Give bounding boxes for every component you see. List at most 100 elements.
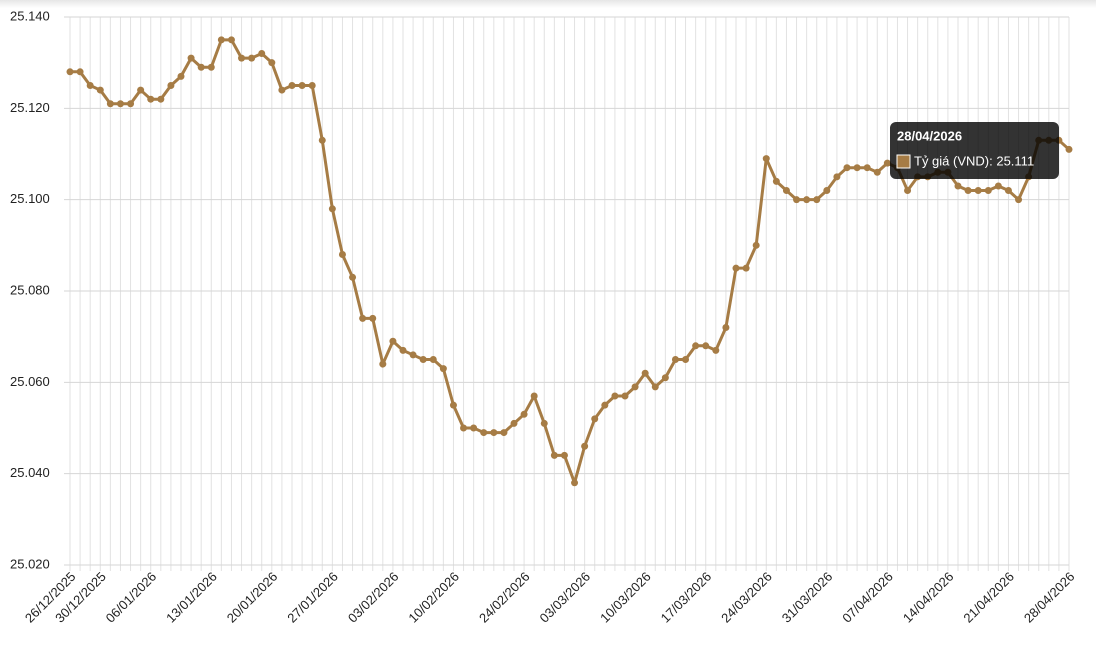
point [127, 100, 135, 108]
point [106, 100, 114, 108]
point [964, 187, 972, 195]
point [288, 82, 296, 89]
point [803, 196, 811, 204]
line [70, 38, 1071, 485]
point [591, 415, 599, 423]
y-tick-label: 25.060 [10, 374, 50, 389]
point [338, 250, 346, 258]
point [439, 365, 447, 373]
point [268, 59, 276, 67]
point [1015, 196, 1023, 204]
point [470, 424, 478, 432]
point [349, 273, 357, 281]
top-bar [0, 0, 1096, 8]
point [631, 383, 639, 391]
point [328, 205, 336, 213]
point [813, 196, 821, 204]
point [116, 100, 124, 108]
point [157, 95, 165, 103]
point [187, 54, 195, 62]
y-tick-label: 25.040 [10, 465, 50, 480]
x-tick-label: 28/04/2026 [1021, 569, 1078, 626]
point [258, 50, 266, 58]
point [671, 356, 679, 363]
point [712, 346, 720, 354]
point [238, 54, 246, 62]
point [571, 479, 579, 487]
tooltip-title: 28/04/2026 [897, 128, 962, 143]
point [490, 429, 498, 437]
point [883, 159, 891, 167]
point [611, 392, 619, 400]
point [661, 374, 669, 382]
point [1004, 187, 1012, 195]
point [389, 337, 397, 345]
point [449, 401, 457, 409]
point [833, 173, 841, 181]
point [318, 136, 326, 144]
point [984, 187, 992, 195]
x-tick-label: 24/03/2026 [718, 569, 775, 626]
point [621, 392, 629, 400]
point [682, 356, 690, 363]
point [399, 346, 407, 354]
x-tick-label: 31/03/2026 [779, 569, 836, 626]
point [207, 63, 215, 71]
point [177, 72, 185, 80]
point [369, 314, 377, 322]
point [823, 187, 831, 195]
y-tick-label: 25.020 [10, 556, 50, 571]
point [167, 82, 175, 89]
point [853, 164, 861, 172]
point [560, 451, 568, 459]
x-tick-label: 20/01/2026 [224, 569, 281, 626]
point [904, 187, 912, 195]
point [540, 419, 548, 427]
point [500, 429, 508, 437]
point [752, 241, 760, 249]
x-tick-label: 07/04/2026 [839, 569, 896, 626]
point [782, 187, 790, 195]
point [974, 187, 982, 195]
point [762, 155, 770, 163]
point [298, 82, 306, 89]
point [994, 182, 1002, 190]
point [873, 168, 881, 176]
y-tick-label: 25.120 [10, 100, 50, 115]
point [641, 369, 649, 377]
y-tick-label: 25.140 [10, 8, 50, 23]
point [722, 324, 730, 332]
point [651, 383, 659, 391]
x-tick-label: 03/03/2026 [537, 569, 594, 626]
x-tick-label: 06/01/2026 [103, 569, 160, 626]
tooltip-swatch [896, 154, 911, 169]
point [248, 54, 256, 62]
point [581, 442, 589, 450]
point [550, 451, 558, 459]
point [379, 360, 387, 368]
point [460, 424, 468, 432]
point [793, 196, 801, 204]
point [1065, 145, 1073, 153]
y-tick-label: 25.080 [10, 282, 50, 297]
tooltip-text: Tỷ giá (VND): 25.111 [914, 153, 1034, 168]
x-tick-label: 24/02/2026 [476, 569, 533, 626]
point [601, 401, 609, 409]
x-tick-label: 27/01/2026 [284, 569, 341, 626]
point [742, 264, 750, 272]
point [409, 351, 417, 359]
point [96, 86, 104, 94]
point [530, 392, 538, 400]
x-tick-label: 03/02/2026 [345, 569, 402, 626]
point [86, 82, 94, 89]
point [510, 419, 518, 427]
x-tick-label: 13/01/2026 [163, 569, 220, 626]
point [702, 342, 710, 350]
point [147, 95, 155, 103]
point [732, 264, 740, 272]
point [76, 68, 84, 76]
x-tick-label: 14/04/2026 [900, 569, 957, 626]
point [480, 429, 488, 437]
